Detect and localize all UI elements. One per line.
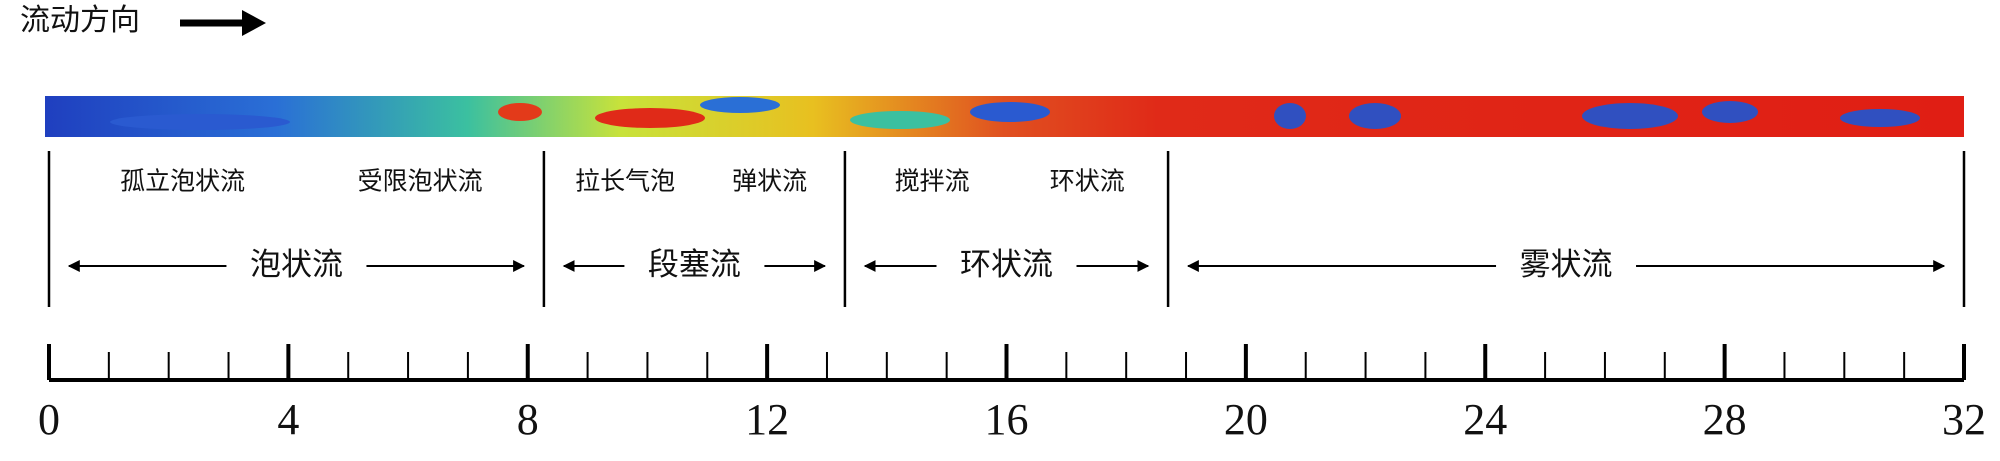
- scale-label: 8: [517, 395, 539, 444]
- subtype-label: 拉长气泡: [575, 168, 675, 196]
- scale-label: 32: [1942, 395, 1986, 444]
- subtype-label: 搅拌流: [895, 168, 970, 196]
- scale-label: 20: [1224, 395, 1268, 444]
- regime-label: 环状流: [960, 247, 1053, 282]
- scale-label: 28: [1703, 395, 1747, 444]
- scale-label: 16: [985, 395, 1029, 444]
- pipe: [45, 96, 1964, 137]
- title: 流动方向: [20, 4, 140, 37]
- regime-label: 段塞流: [648, 247, 741, 282]
- subtype-label: 受限泡状流: [358, 168, 483, 196]
- regime-label: 雾状流: [1520, 247, 1613, 282]
- subtype-label: 弹状流: [732, 168, 807, 196]
- scale-label: 12: [745, 395, 789, 444]
- regime-label: 泡状流: [250, 247, 343, 282]
- subtype-label: 环状流: [1050, 168, 1125, 196]
- subtype-label: 孤立泡状流: [120, 168, 245, 196]
- scale-label: 24: [1463, 395, 1507, 444]
- flow-arrow: [180, 10, 266, 36]
- scale-label: 4: [277, 395, 299, 444]
- scale-label: 0: [38, 395, 60, 444]
